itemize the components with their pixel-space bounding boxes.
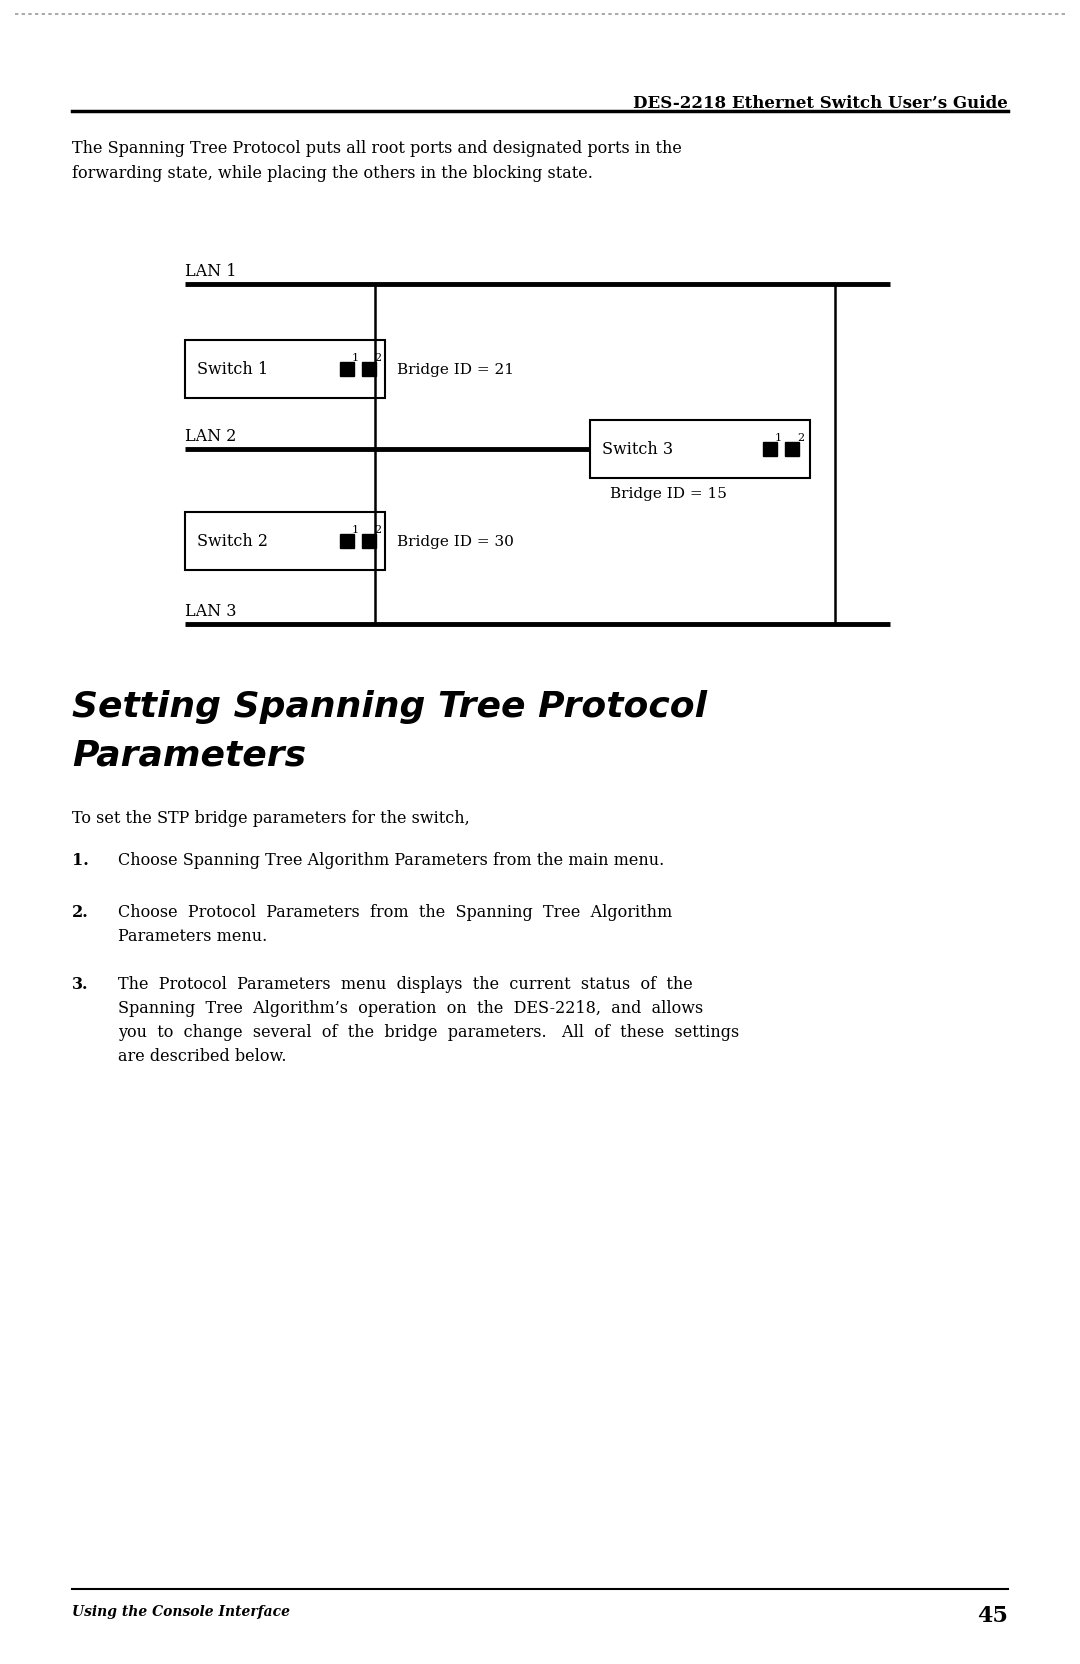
- Text: Choose Spanning Tree Algorithm Parameters from the main menu.: Choose Spanning Tree Algorithm Parameter…: [118, 852, 664, 869]
- Text: Switch 2: Switch 2: [197, 532, 268, 551]
- Bar: [590, 421, 810, 479]
- Text: The Spanning Tree Protocol puts all root ports and designated ports in the: The Spanning Tree Protocol puts all root…: [72, 140, 681, 156]
- Bar: [785, 443, 799, 456]
- Text: To set the STP bridge parameters for the switch,: To set the STP bridge parameters for the…: [72, 809, 470, 827]
- Text: 2.: 2.: [72, 904, 89, 920]
- Text: Bridge ID = 30: Bridge ID = 30: [397, 534, 514, 549]
- Text: forwarding state, while placing the others in the blocking state.: forwarding state, while placing the othe…: [72, 165, 593, 181]
- Text: LAN 3: LAN 3: [185, 602, 237, 619]
- Text: Switch 3: Switch 3: [602, 441, 673, 458]
- Text: The  Protocol  Parameters  menu  displays  the  current  status  of  the: The Protocol Parameters menu displays th…: [118, 975, 692, 992]
- Bar: [185, 341, 384, 399]
- Text: Bridge ID = 15: Bridge ID = 15: [610, 486, 727, 501]
- Text: 2: 2: [797, 433, 805, 443]
- Text: Using the Console Interface: Using the Console Interface: [72, 1604, 291, 1617]
- Text: DES-2218 Ethernet Switch User’s Guide: DES-2218 Ethernet Switch User’s Guide: [633, 95, 1008, 111]
- Text: Bridge ID = 21: Bridge ID = 21: [397, 363, 514, 376]
- Text: LAN 1: LAN 1: [185, 263, 237, 280]
- Text: 1.: 1.: [72, 852, 89, 869]
- Text: Parameters: Parameters: [72, 737, 306, 772]
- Text: Spanning  Tree  Algorithm’s  operation  on  the  DES-2218,  and  allows: Spanning Tree Algorithm’s operation on t…: [118, 1000, 703, 1017]
- Bar: [362, 534, 376, 549]
- Text: you  to  change  several  of  the  bridge  parameters.   All  of  these  setting: you to change several of the bridge para…: [118, 1023, 739, 1040]
- Text: Parameters menu.: Parameters menu.: [118, 927, 267, 945]
- Bar: [185, 513, 384, 571]
- Text: Switch 1: Switch 1: [197, 361, 268, 378]
- Text: 1: 1: [352, 353, 360, 363]
- Text: 1: 1: [775, 433, 782, 443]
- Bar: [762, 443, 777, 456]
- Text: LAN 2: LAN 2: [185, 428, 237, 444]
- Text: Choose  Protocol  Parameters  from  the  Spanning  Tree  Algorithm: Choose Protocol Parameters from the Span…: [118, 904, 672, 920]
- Text: are described below.: are described below.: [118, 1047, 286, 1065]
- Text: 45: 45: [977, 1604, 1008, 1626]
- Text: Setting Spanning Tree Protocol: Setting Spanning Tree Protocol: [72, 689, 707, 724]
- Text: 2: 2: [374, 524, 381, 534]
- Text: 2: 2: [374, 353, 381, 363]
- Bar: [340, 534, 354, 549]
- Text: 1: 1: [352, 524, 360, 534]
- Bar: [340, 363, 354, 376]
- Text: 3.: 3.: [72, 975, 89, 992]
- Bar: [362, 363, 376, 376]
